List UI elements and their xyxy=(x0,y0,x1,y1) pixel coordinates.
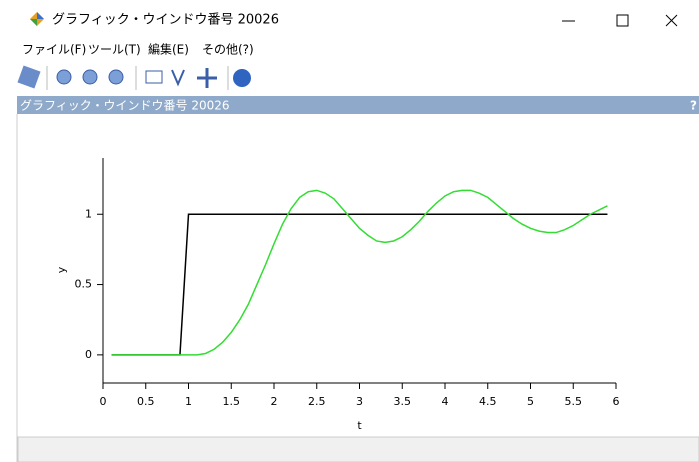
tool-icon[interactable] xyxy=(17,65,41,89)
menu-item[interactable]: ツール(T) xyxy=(88,43,141,57)
status-bar xyxy=(17,436,699,462)
x-tick-label: 2.5 xyxy=(308,395,326,408)
x-tick-label: 2 xyxy=(271,395,278,408)
x-tick-label: 4 xyxy=(442,395,449,408)
menu-item[interactable]: 編集(E) xyxy=(148,42,189,57)
x-tick-label: 1.5 xyxy=(223,395,241,408)
y-tick-label: 0.5 xyxy=(75,278,93,291)
panel-header xyxy=(17,96,699,114)
close-button[interactable] xyxy=(665,14,678,27)
maximize-button[interactable] xyxy=(616,14,629,27)
menu-item[interactable]: ファイル(F) xyxy=(22,43,86,57)
y-tick-label: 0 xyxy=(85,348,92,361)
x-tick-label: 5.5 xyxy=(565,395,583,408)
app-icon xyxy=(30,12,44,26)
data-line xyxy=(111,189,608,356)
plot: 0 0.5 1 1.5 2 2.5 3 3.5 4 4.5 5 5.5 6 0 0.5 1 t y xyxy=(55,158,620,432)
tool-icon[interactable] xyxy=(108,69,124,85)
x-tick-label: 6 xyxy=(613,395,620,408)
x-tick-label: 3 xyxy=(356,395,363,408)
y-tick-label: 1 xyxy=(85,207,92,220)
help-icon[interactable] xyxy=(233,69,251,87)
x-tick-label: 4.5 xyxy=(479,395,497,408)
panel-help[interactable]: ? xyxy=(690,99,697,113)
tool-icon[interactable] xyxy=(197,68,217,88)
menu-item[interactable]: その他(?) xyxy=(202,43,254,57)
x-tick-label: 3.5 xyxy=(394,395,412,408)
tool-icon[interactable] xyxy=(82,69,98,85)
x-tick-label: 1 xyxy=(185,395,192,408)
x-tick-label: 5 xyxy=(527,395,534,408)
toolbar xyxy=(17,65,251,90)
y-axis-label: y xyxy=(55,266,68,273)
window-title: グラフィック・ウインドウ番号 20026 xyxy=(52,13,279,28)
tool-icon[interactable] xyxy=(145,70,163,84)
tool-icon[interactable] xyxy=(56,69,72,85)
x-tick-label: 0.5 xyxy=(137,395,155,408)
panel-title: グラフィック・ウインドウ番号 20026 xyxy=(20,99,230,113)
tool-icon[interactable] xyxy=(171,69,185,87)
menu-bar: ファイル(F) ツール(T) 編集(E) その他(?) xyxy=(22,42,254,57)
x-tick-label: 0 xyxy=(100,395,107,408)
x-axis-label: t xyxy=(357,419,362,432)
